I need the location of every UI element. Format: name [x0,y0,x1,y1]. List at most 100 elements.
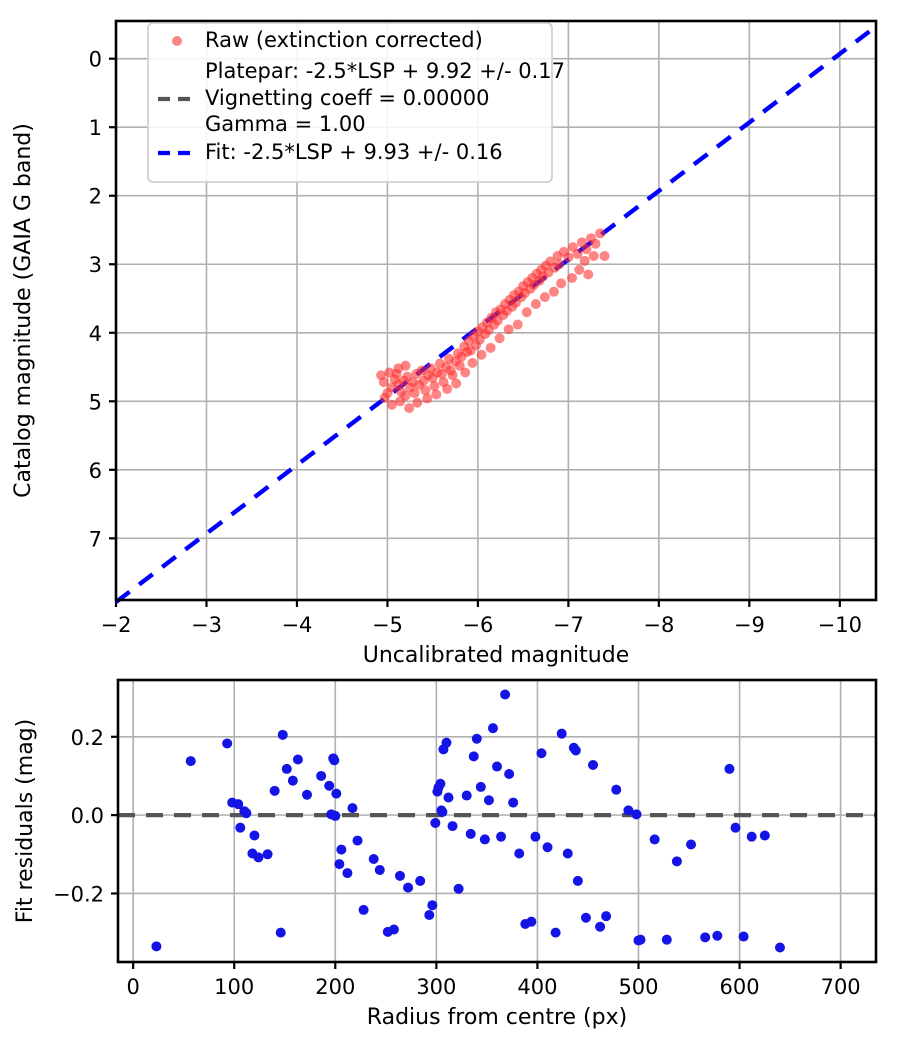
residual-data-point [504,769,515,779]
residual-data-point [249,830,260,841]
top-ytick-label: 5 [89,390,102,414]
raw-data-point [521,307,532,318]
residual-data-point [253,852,264,863]
top-xtick-label: −9 [734,613,765,637]
residual-data-point [671,856,682,867]
raw-scatter-series [376,228,610,414]
residual-data-point [471,733,482,744]
raw-data-point [599,251,610,262]
residual-data-point [388,924,399,935]
raw-data-point [422,393,433,404]
residual-data-point [336,844,347,855]
residual-data-point [686,839,697,850]
residual-data-point [185,756,196,767]
raw-data-point [404,403,415,414]
residual-data-point [241,808,252,819]
residual-data-point [623,805,634,816]
top-xtick-label: −6 [462,613,493,637]
residual-data-point [562,848,573,859]
residual-data-point [352,835,363,846]
residual-data-point [287,775,298,786]
raw-data-point [400,360,411,371]
residual-data-point [415,875,426,886]
raw-data-point [460,367,471,378]
residual-data-point [661,934,672,945]
residual-data-point [746,831,757,842]
raw-data-point [503,324,514,335]
residual-data-point [759,830,770,841]
residual-data-point [570,745,581,756]
raw-data-point [572,248,583,259]
residual-data-point [465,828,476,839]
top-ytick-label: 1 [89,116,102,140]
residual-data-point [526,916,537,927]
raw-data-point [420,385,431,396]
residual-data-point [331,788,342,799]
bottom-xaxis-label: Radius from centre (px) [367,1005,627,1030]
raw-data-point [512,319,523,330]
residual-data-point [447,821,458,832]
residual-data-point [479,834,490,845]
bottom-xtick-label: 600 [720,975,760,999]
raw-data-point [595,228,606,239]
residual-data-point [342,868,353,879]
residual-data-point [235,822,246,833]
residual-data-point [468,751,479,762]
raw-data-point [467,357,478,368]
residual-data-point [441,737,452,748]
residual-data-point [475,781,486,792]
top-ytick-label: 7 [89,527,102,551]
residual-data-point [222,738,233,749]
bottom-xtick-label: 100 [214,975,254,999]
residual-data-point [453,883,464,894]
residual-data-point [394,870,405,881]
raw-data-point [451,378,462,389]
residual-data-point [550,927,561,938]
bottom-ytick-label: −0.2 [53,882,104,906]
residual-data-point [572,875,583,886]
residual-data-point [277,729,288,740]
top-ytick-label: 3 [89,253,102,277]
raw-data-point [476,349,487,360]
residual-data-point [580,912,591,923]
raw-data-point [447,370,458,381]
raw-data-point [429,381,440,392]
bottom-xtick-label: 0 [126,975,139,999]
top-xaxis-label: Uncalibrated magnitude [363,643,629,668]
residual-data-point [329,755,340,766]
raw-data-point [567,272,577,283]
raw-data-point [409,388,420,399]
residual-data-point [316,770,327,781]
residual-data-point [430,817,441,828]
residual-data-point [712,930,723,941]
residual-data-point [635,934,646,945]
legend-box [147,22,553,183]
raw-data-point [590,238,601,249]
legend-label-0: Raw (extinction corrected) [205,28,483,52]
bottom-yaxis-label: Fit residuals (mag) [13,719,38,923]
residual-data-point [443,792,454,803]
raw-data-point [395,396,406,407]
residual-data-point [724,763,735,774]
bottom-xtick-label: 700 [821,975,861,999]
top-xtick-label: −10 [818,613,862,637]
residual-data-point [508,797,519,808]
top-ytick-label: 6 [89,459,102,483]
residual-data-point [536,748,547,759]
bottom-ytick-label: 0.2 [71,726,104,750]
residual-data-point [262,849,273,860]
residual-data-point [595,921,606,932]
residual-data-point [368,853,379,864]
residual-data-point [700,932,711,943]
residual-data-point [437,806,448,817]
residual-data-point [435,778,446,789]
residual-data-point [324,780,335,791]
residual-data-point [269,785,280,796]
raw-data-point [485,342,496,353]
raw-data-point [556,278,567,289]
raw-data-point [378,377,389,388]
legend-label-1: Platepar: -2.5*LSP + 9.92 +/- 0.17 [205,59,565,83]
residual-data-point [496,831,507,842]
raw-data-point [583,269,594,280]
raw-data-point [379,392,390,403]
